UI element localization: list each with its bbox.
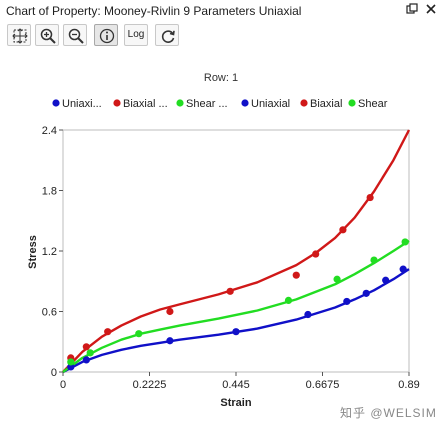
- legend-label: Biaxial: [310, 98, 342, 110]
- data-point: [135, 330, 143, 338]
- title-bar: Chart of Property: Mooney-Rivlin 9 Param…: [0, 0, 442, 23]
- x-tick-label: 0.6675: [306, 379, 340, 391]
- legend-marker: [348, 99, 356, 107]
- pin-icon[interactable]: [405, 3, 419, 17]
- legend-label: Shear ...: [186, 98, 228, 110]
- zoom-out-button[interactable]: [63, 24, 87, 46]
- plot-border: [62, 129, 410, 373]
- y-tick-label: 2.4: [42, 125, 57, 137]
- log-button[interactable]: Log: [124, 24, 148, 46]
- x-axis-title: Strain: [220, 397, 251, 409]
- data-point: [304, 310, 312, 319]
- info-icon: [99, 28, 115, 44]
- data-point: [86, 349, 94, 357]
- legend-label: Uniaxi...: [62, 98, 102, 110]
- y-tick-label: 0: [51, 367, 57, 379]
- fit-icon: [12, 28, 28, 44]
- refresh-button[interactable]: [155, 24, 179, 46]
- data-point: [166, 307, 174, 316]
- data-point: [362, 289, 370, 297]
- data-point: [401, 238, 409, 246]
- data-point: [82, 356, 90, 364]
- y-tick-label: 1.8: [42, 186, 57, 198]
- data-point: [339, 226, 347, 234]
- data-point: [343, 297, 351, 306]
- data-point: [333, 275, 341, 283]
- info-button[interactable]: [94, 24, 118, 46]
- legend-marker: [300, 99, 308, 107]
- chart-legend: Uniaxi... Biaxial ... Shear ... Uniaxial Bia…: [52, 98, 388, 110]
- data-point: [82, 343, 90, 351]
- data-point: [366, 193, 374, 202]
- x-tick-label: 0: [60, 379, 66, 391]
- zoom-in-button[interactable]: [35, 24, 59, 46]
- legend-marker: [52, 99, 60, 107]
- watermark: 知乎 @WELSIM: [340, 406, 437, 420]
- data-point: [166, 337, 174, 345]
- zoom-in-icon: [40, 28, 56, 44]
- log-button-label: Log: [127, 29, 145, 40]
- legend-marker: [113, 99, 121, 107]
- y-tick-label: 0.6: [42, 307, 57, 319]
- legend-marker: [176, 99, 184, 107]
- legend-marker: [241, 99, 249, 107]
- data-point: [104, 328, 112, 336]
- close-icon[interactable]: [424, 3, 438, 17]
- x-tick-label: 0.89: [398, 379, 419, 391]
- data-point: [226, 287, 234, 295]
- legend-label: Biaxial ...: [123, 98, 168, 110]
- data-point: [399, 265, 407, 273]
- data-point: [232, 328, 240, 336]
- data-point: [284, 296, 293, 305]
- chart-area: Row: 1 Uniaxi... Biaxial ... Shear ... Unia…: [27, 72, 420, 409]
- fit-button[interactable]: [7, 24, 31, 46]
- row-label: Row: 1: [204, 72, 238, 84]
- chart-toolbar: Log: [0, 22, 442, 50]
- legend-label: Uniaxial: [251, 98, 290, 110]
- refresh-icon: [161, 30, 175, 43]
- y-tick-label: 1.2: [42, 246, 57, 258]
- zoom-out-icon: [68, 28, 84, 44]
- y-axis-title: Stress: [27, 235, 39, 269]
- x-tick-label: 0.445: [222, 379, 250, 391]
- plot-area: [59, 129, 411, 376]
- data-point: [67, 358, 75, 366]
- series-line-shear: [62, 239, 410, 373]
- data-point: [370, 256, 378, 264]
- data-point: [382, 276, 390, 284]
- legend-label: Shear: [358, 98, 388, 110]
- data-point: [312, 250, 320, 258]
- series-line-biaxial: [62, 129, 411, 373]
- x-tick-label: 0.2225: [133, 379, 167, 391]
- data-point: [67, 363, 75, 371]
- window-title: Chart of Property: Mooney-Rivlin 9 Param…: [6, 4, 302, 18]
- data-point: [292, 271, 300, 279]
